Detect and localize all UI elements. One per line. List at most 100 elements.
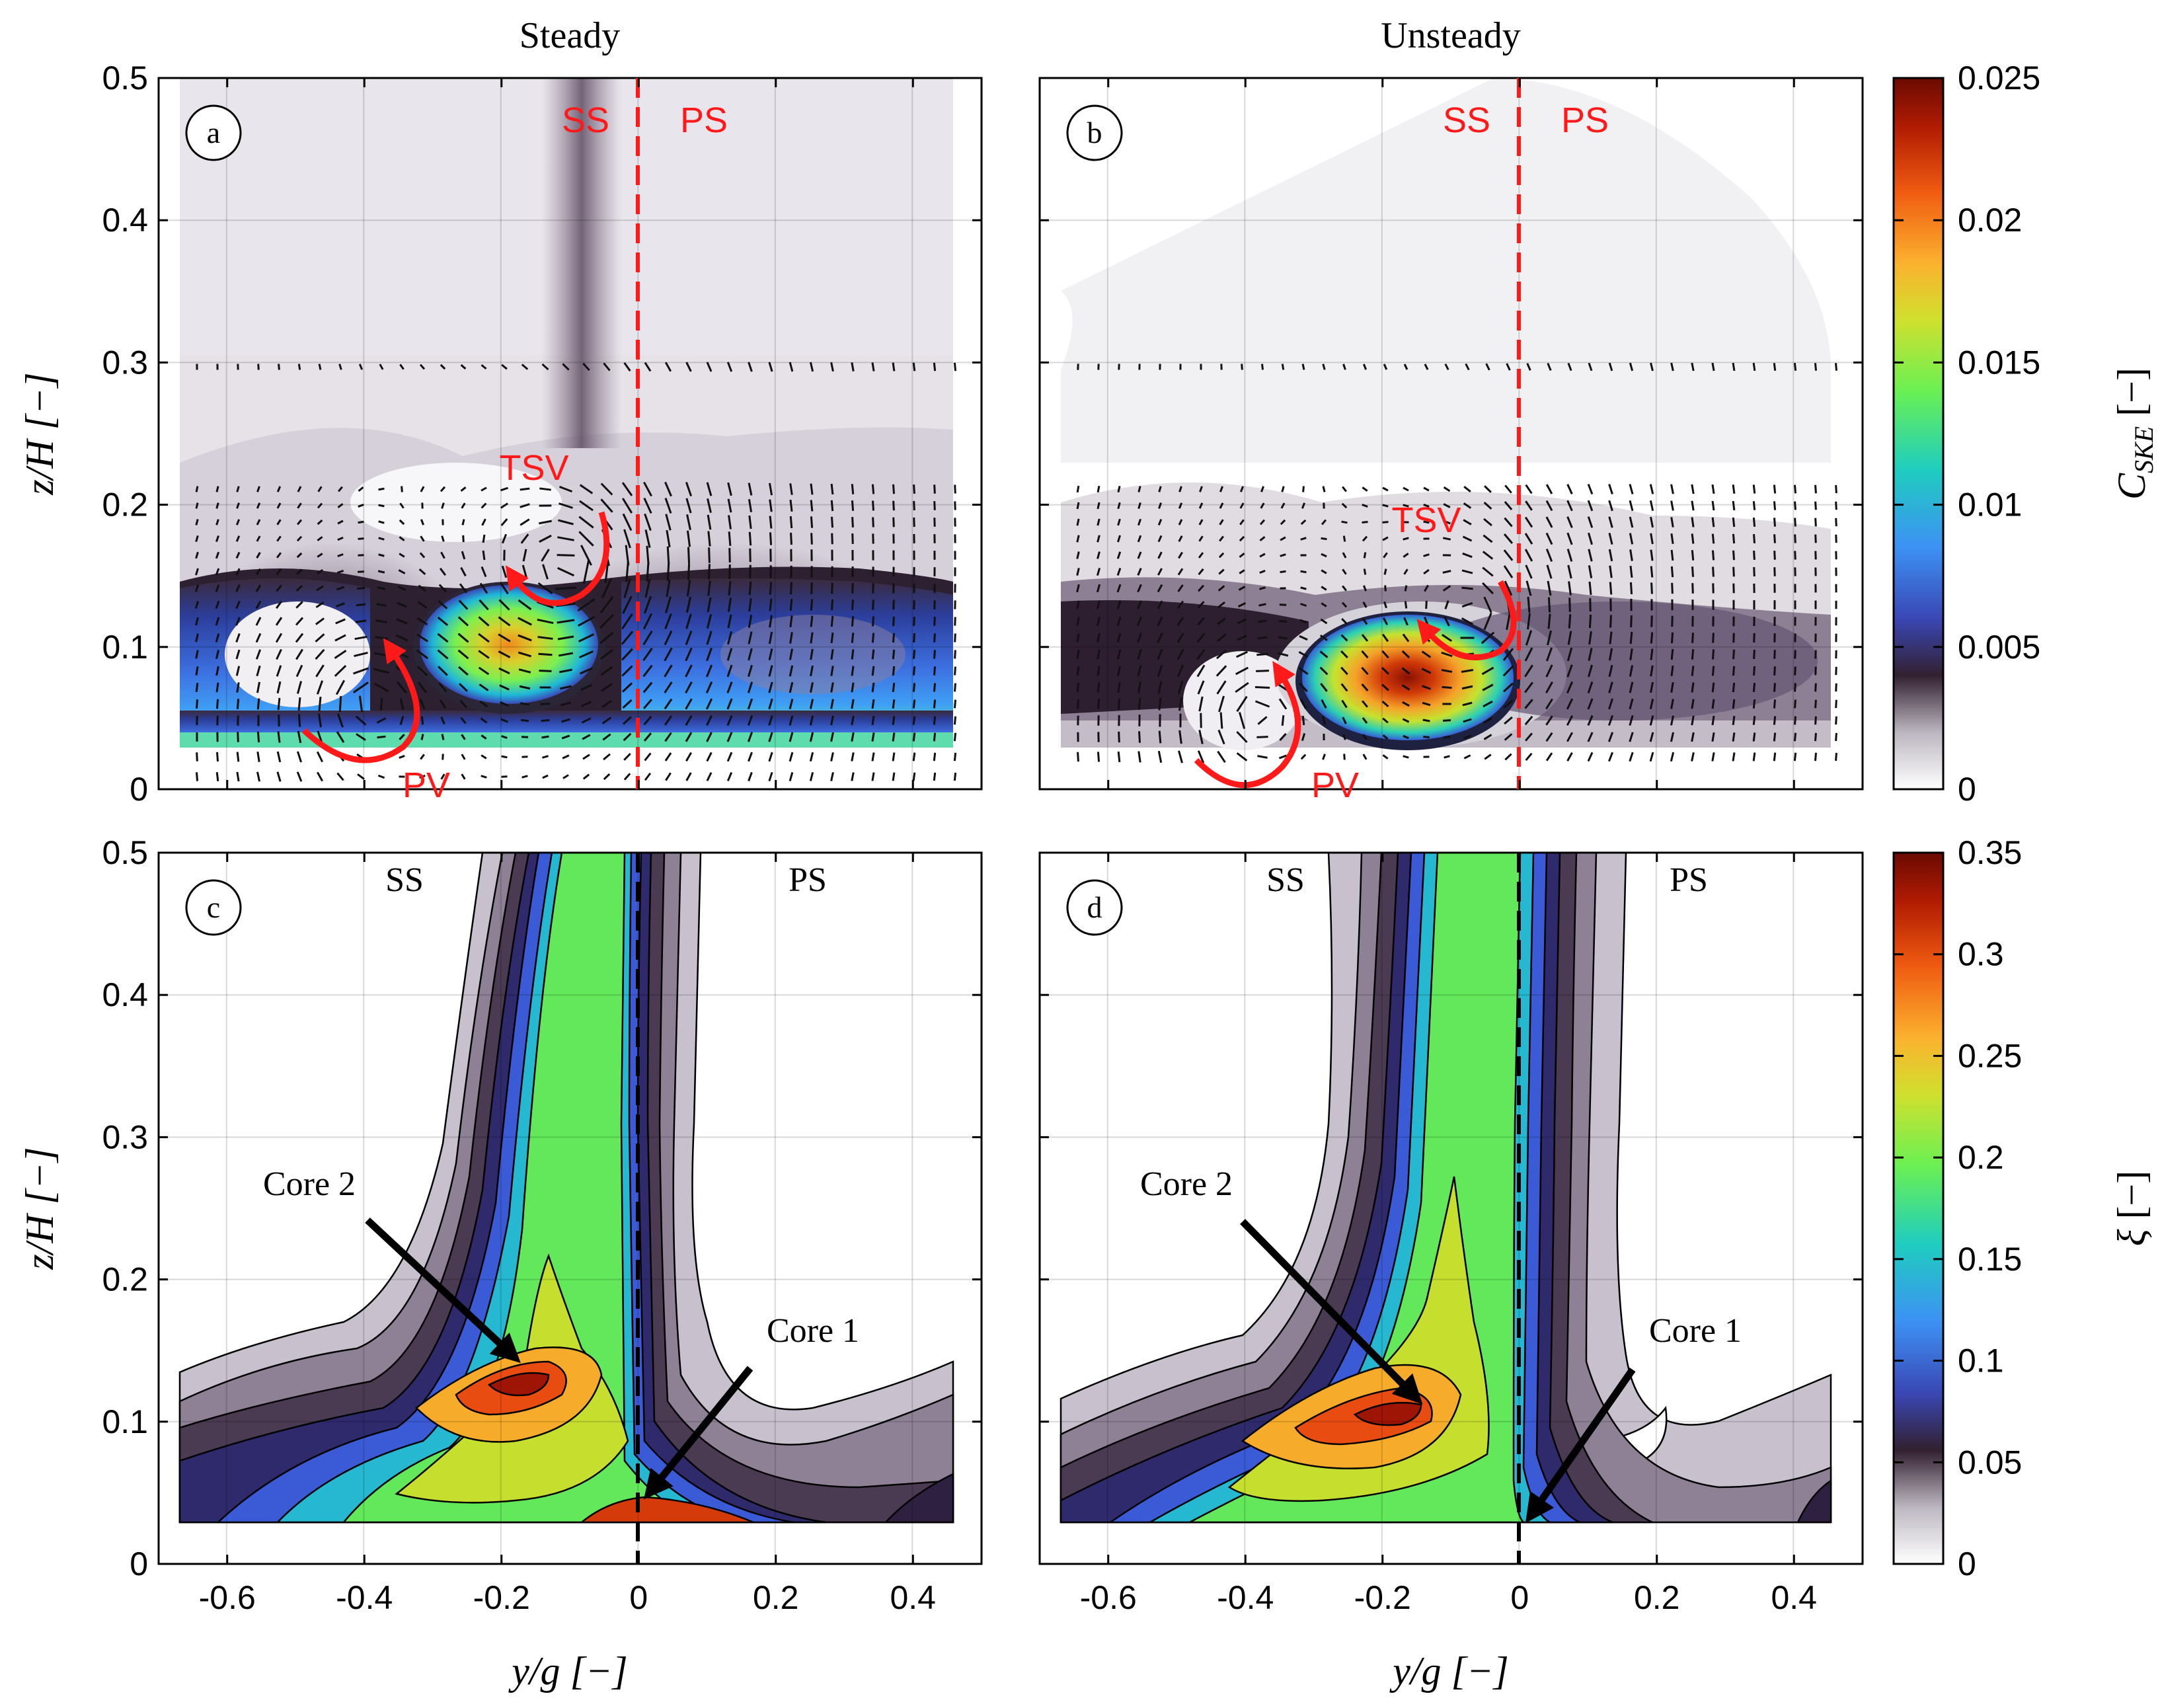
flow-vector (397, 585, 406, 592)
flow-vector (1545, 500, 1553, 512)
flow-vector (809, 715, 814, 726)
flow-vector (871, 484, 875, 494)
y-axis-label-top: z/H [−] (18, 372, 61, 496)
flow-vector (1239, 535, 1245, 542)
flow-vector (195, 699, 199, 709)
flow-vector (399, 698, 405, 710)
flow-vector (276, 648, 282, 660)
flow-vector (768, 483, 773, 496)
flow-vector (354, 652, 368, 657)
flow-vector (276, 486, 282, 492)
flow-vector (416, 633, 428, 642)
ss-label: SS (1266, 861, 1305, 899)
flow-vector (1444, 616, 1450, 627)
flow-vector (1568, 614, 1572, 629)
flow-vector (1321, 716, 1327, 725)
colorbar-label: ξ [−] (2110, 1171, 2153, 1247)
flow-vector (1217, 585, 1225, 592)
flow-vector (706, 362, 713, 372)
flow-vector (420, 519, 425, 525)
flow-vector (1566, 732, 1574, 742)
flow-vector (643, 596, 652, 614)
flow-vector (1403, 755, 1409, 759)
flow-vector (1691, 699, 1695, 709)
flow-vector (871, 666, 875, 676)
flow-vector (1525, 580, 1532, 596)
flow-vector (315, 601, 325, 609)
flow-vector (541, 549, 550, 562)
flow-vector (851, 500, 855, 511)
flow-vector (954, 650, 956, 659)
flow-vector (336, 569, 344, 574)
flow-vector (1732, 715, 1736, 726)
flow-vector (580, 701, 592, 707)
flow-vector (933, 732, 937, 742)
flow-vector (1794, 534, 1796, 543)
flow-vector (337, 713, 344, 728)
flow-vector (706, 613, 713, 629)
flow-vector (871, 752, 875, 761)
flow-vector (441, 734, 445, 740)
panel-c: c SS PS Core 2 Core 1 (157, 851, 983, 1565)
flow-vector (1482, 551, 1494, 560)
core1-pointer-arrow (1525, 1367, 1636, 1524)
flow-vector (1198, 730, 1204, 744)
flow-vector (1835, 752, 1837, 761)
flow-vector (358, 554, 364, 557)
flow-vector (337, 520, 344, 525)
flow-vector (1504, 716, 1513, 725)
flow-vector (215, 666, 219, 676)
flow-vector (1545, 516, 1553, 528)
flow-vector (1097, 485, 1100, 493)
flow-vector (1524, 533, 1533, 545)
flow-vector (1503, 533, 1514, 544)
flow-vector (687, 563, 691, 580)
flow-vector (913, 633, 915, 643)
flow-vector (1461, 617, 1474, 625)
flow-vector (1587, 664, 1594, 678)
flow-vector (1588, 565, 1593, 578)
flow-vector (1241, 364, 1243, 370)
flow-vector (1076, 584, 1080, 593)
flow-vector (578, 633, 595, 642)
flow-vector (706, 732, 713, 742)
flow-vector (1504, 753, 1512, 761)
flow-vector (851, 682, 855, 693)
flow-vector (1403, 734, 1409, 740)
flow-vector (912, 362, 916, 371)
flow-vector (601, 699, 612, 709)
flow-vector (1752, 732, 1756, 742)
flow-vector (1298, 651, 1309, 658)
flow-vector (1567, 631, 1572, 645)
flow-vector (1321, 519, 1327, 525)
flow-vector (1794, 683, 1796, 692)
flow-vector (1076, 551, 1080, 559)
flow-vector (482, 550, 486, 561)
x-tick-label: 0 (1510, 1579, 1529, 1616)
flow-vector (1402, 633, 1410, 642)
flow-vector (276, 552, 282, 559)
flow-vector (1753, 566, 1755, 577)
flow-vector (318, 364, 322, 370)
y-tick-label: 0.5 (102, 834, 148, 871)
flow-vector (1587, 483, 1594, 495)
panel-badge-label: b (1087, 116, 1102, 149)
flow-vector (1341, 520, 1348, 524)
column-title-steady: Steady (520, 15, 620, 56)
flow-vector (478, 633, 490, 643)
flow-vector (1483, 734, 1492, 740)
flow-vector (1257, 636, 1268, 640)
flow-vector (518, 599, 532, 611)
flow-vector (1608, 533, 1613, 545)
flow-vector (1503, 699, 1514, 709)
flow-vector (685, 362, 692, 372)
flow-vector (954, 666, 956, 676)
flow-vector (1076, 518, 1080, 526)
flow-vector (1076, 485, 1080, 493)
flow-vector (1525, 630, 1533, 646)
flow-vector (1443, 735, 1451, 739)
y-tick-label: 0.3 (102, 344, 148, 381)
flow-vector (748, 615, 753, 628)
flow-vector (1116, 551, 1122, 559)
flow-vector (912, 699, 916, 709)
